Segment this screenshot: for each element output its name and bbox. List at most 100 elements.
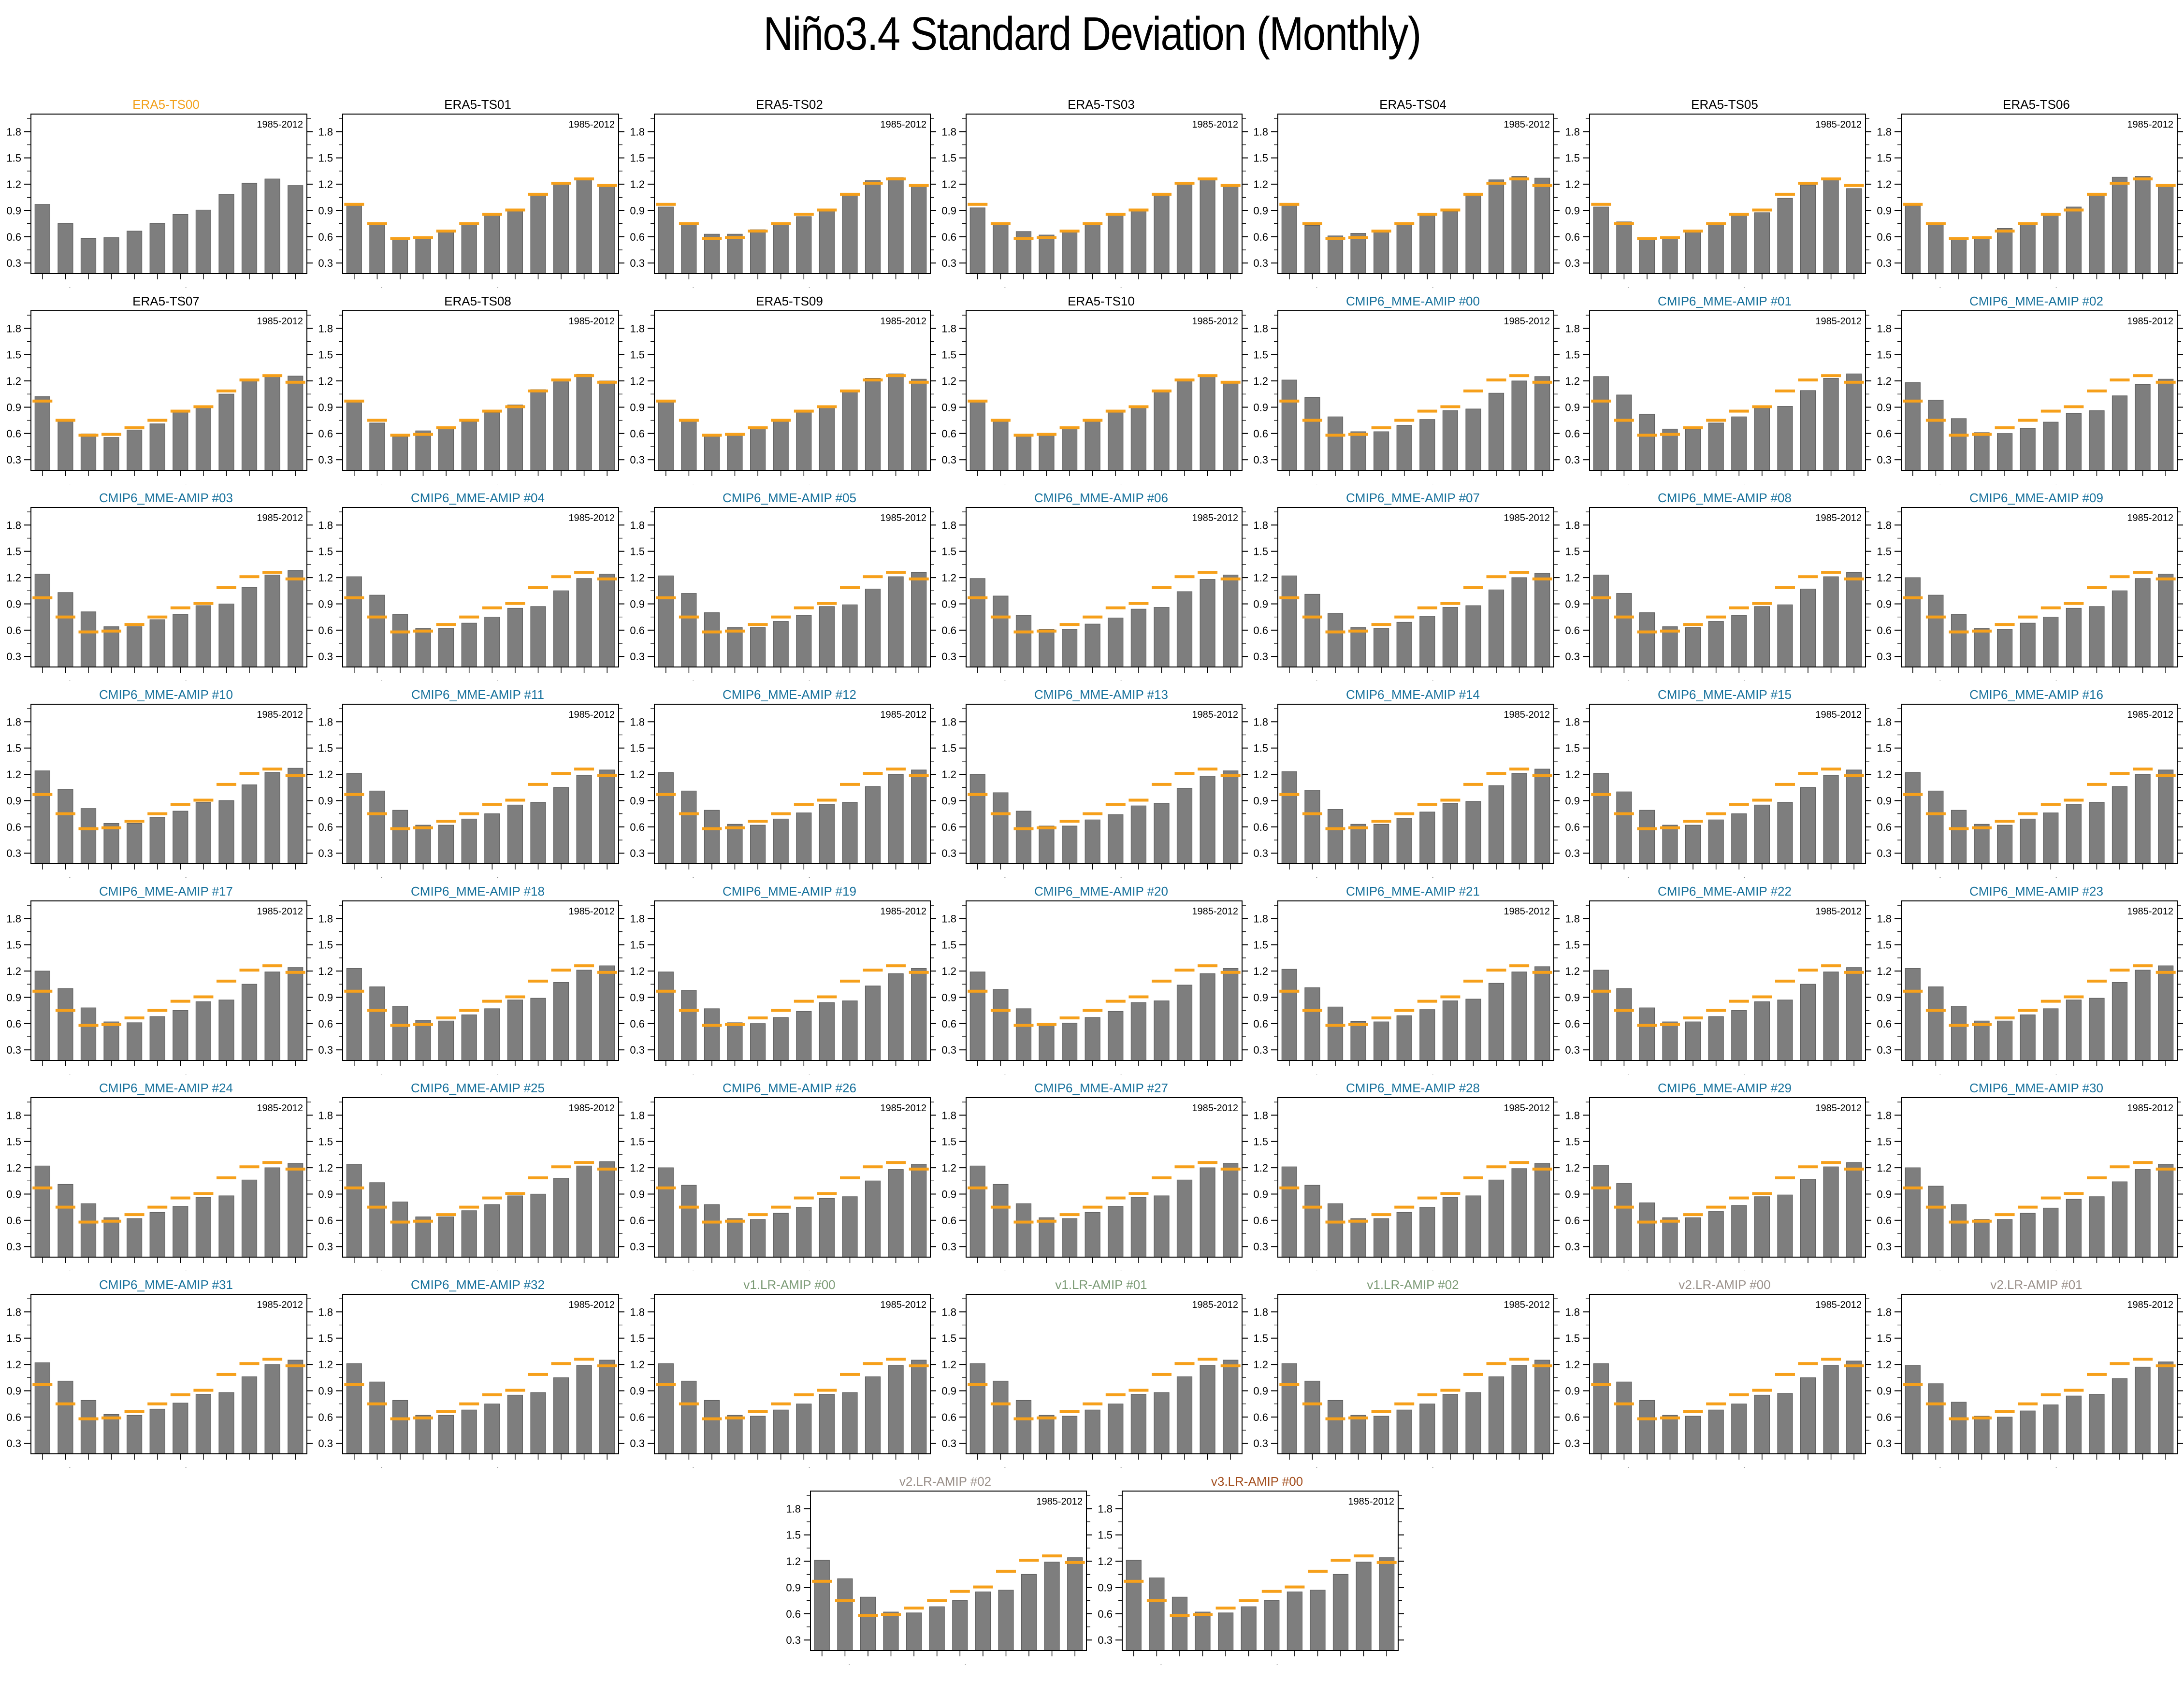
reference-dash [1059, 1016, 1080, 1020]
bar [264, 575, 280, 667]
reference-dash [1279, 203, 1300, 206]
reference-dash [2018, 812, 2038, 815]
chart-panel: ERA5-TS090.30.60.91.21.51.8JanFebMarAprM… [624, 288, 937, 494]
panel-plot: 0.30.60.91.21.51.8JanFebMarAprMayJunJulA… [6, 900, 314, 1084]
y-tick-label: 1.5 [6, 1136, 21, 1148]
chart-panel: CMIP6_MME-AMIP #070.30.60.91.21.51.8JanF… [1248, 484, 1561, 691]
reference-dash [1660, 629, 1680, 633]
bar [1997, 1020, 2013, 1061]
reference-dash [55, 615, 75, 619]
reference-dash [909, 971, 929, 974]
y-tick-label: 1.8 [941, 716, 956, 728]
y-tick-label: 1.5 [6, 152, 21, 164]
bar [681, 790, 697, 864]
bar [1217, 1612, 1233, 1651]
bar [2158, 186, 2174, 274]
panel-title: CMIP6_MME-AMIP #32 [411, 1277, 545, 1292]
x-tick-label: Dec [1377, 1663, 1396, 1665]
reference-dash [2087, 1176, 2107, 1179]
reference-dash [1798, 1165, 1818, 1169]
reference-dash [858, 1614, 878, 1617]
reference-dash [2110, 1362, 2130, 1365]
y-tick-label: 0.9 [1253, 1385, 1268, 1397]
y-tick-label: 0.3 [1565, 651, 1580, 663]
y-tick-label: 0.6 [941, 821, 956, 833]
reference-dash [1348, 1416, 1368, 1420]
bar [1039, 434, 1055, 471]
reference-dash [1949, 1220, 1969, 1224]
reference-dash [863, 378, 883, 382]
bar [727, 433, 743, 471]
bar [2158, 1164, 2174, 1258]
bar [1511, 380, 1527, 471]
bar [814, 1560, 830, 1651]
bar [369, 1381, 385, 1454]
bar [218, 800, 234, 864]
reference-dash [1683, 1213, 1703, 1217]
bar [1708, 1016, 1724, 1061]
plot-frame [30, 704, 307, 864]
plot-frame [342, 114, 619, 274]
bar [195, 1394, 211, 1454]
reference-dash [1972, 1416, 1992, 1420]
reference-dash [1059, 426, 1080, 430]
bar [727, 233, 743, 274]
chart-panel: CMIP6_MME-AMIP #310.30.60.91.21.51.8JanF… [1, 1271, 314, 1478]
y-tick-label: 1.8 [1877, 716, 1892, 728]
period-label: 1985-2012 [880, 906, 926, 917]
bar [80, 611, 97, 667]
panel-title: v1.LR-AMIP #01 [1055, 1277, 1147, 1292]
reference-dash [2018, 222, 2038, 225]
period-label: 1985-2012 [257, 119, 303, 130]
reference-dash [1798, 378, 1818, 382]
y-tick-label: 1.8 [6, 126, 21, 138]
y-tick-label: 1.8 [630, 322, 645, 334]
bar [1085, 1212, 1100, 1258]
reference-dash [482, 213, 502, 216]
reference-dash [1238, 1599, 1258, 1602]
reference-dash [1198, 571, 1218, 574]
y-tick-label: 1.8 [318, 716, 333, 728]
period-label: 1985-2012 [1348, 1496, 1394, 1507]
bar [1997, 629, 2013, 667]
bar [969, 774, 985, 864]
y-tick-label: 1.5 [318, 742, 333, 754]
y-tick-label: 1.8 [1565, 913, 1580, 925]
reference-dash [1152, 586, 1172, 589]
reference-dash [1637, 1417, 1657, 1420]
bar [1731, 615, 1747, 667]
bar [80, 1007, 97, 1061]
bar [507, 210, 523, 274]
y-tick-label: 0.9 [630, 204, 645, 217]
bar [1223, 1360, 1239, 1454]
bar [392, 238, 408, 274]
reference-dash [1302, 1205, 1322, 1209]
reference-dash [1729, 1000, 1749, 1003]
x-tick-label: Feb [680, 1466, 698, 1468]
reference-dash [1440, 602, 1461, 605]
plot-frame [1901, 1097, 2178, 1258]
reference-dash [656, 399, 676, 403]
y-tick-label: 1.2 [1253, 1162, 1268, 1174]
reference-dash [748, 1213, 768, 1217]
bar [1662, 1217, 1678, 1258]
y-tick-label: 0.3 [318, 1241, 333, 1253]
period-label: 1985-2012 [568, 710, 615, 720]
reference-dash [597, 774, 617, 777]
y-tick-label: 1.5 [1253, 1333, 1268, 1345]
y-tick-label: 0.6 [1565, 821, 1580, 833]
y-tick-label: 0.9 [1098, 1581, 1113, 1594]
bar [819, 1394, 835, 1454]
reference-dash [1105, 409, 1126, 413]
panel-title: CMIP6_MME-AMIP #13 [1034, 687, 1168, 702]
bar [2020, 428, 2036, 471]
reference-dash [217, 783, 236, 786]
plot-frame [342, 310, 619, 471]
reference-dash [505, 798, 525, 802]
reference-dash [794, 1196, 814, 1200]
panel-title: CMIP6_MME-AMIP #00 [1346, 294, 1480, 308]
bar [1200, 776, 1215, 864]
period-label: 1985-2012 [2127, 710, 2173, 720]
y-tick-label: 0.3 [318, 1437, 333, 1449]
reference-dash [968, 1186, 988, 1189]
